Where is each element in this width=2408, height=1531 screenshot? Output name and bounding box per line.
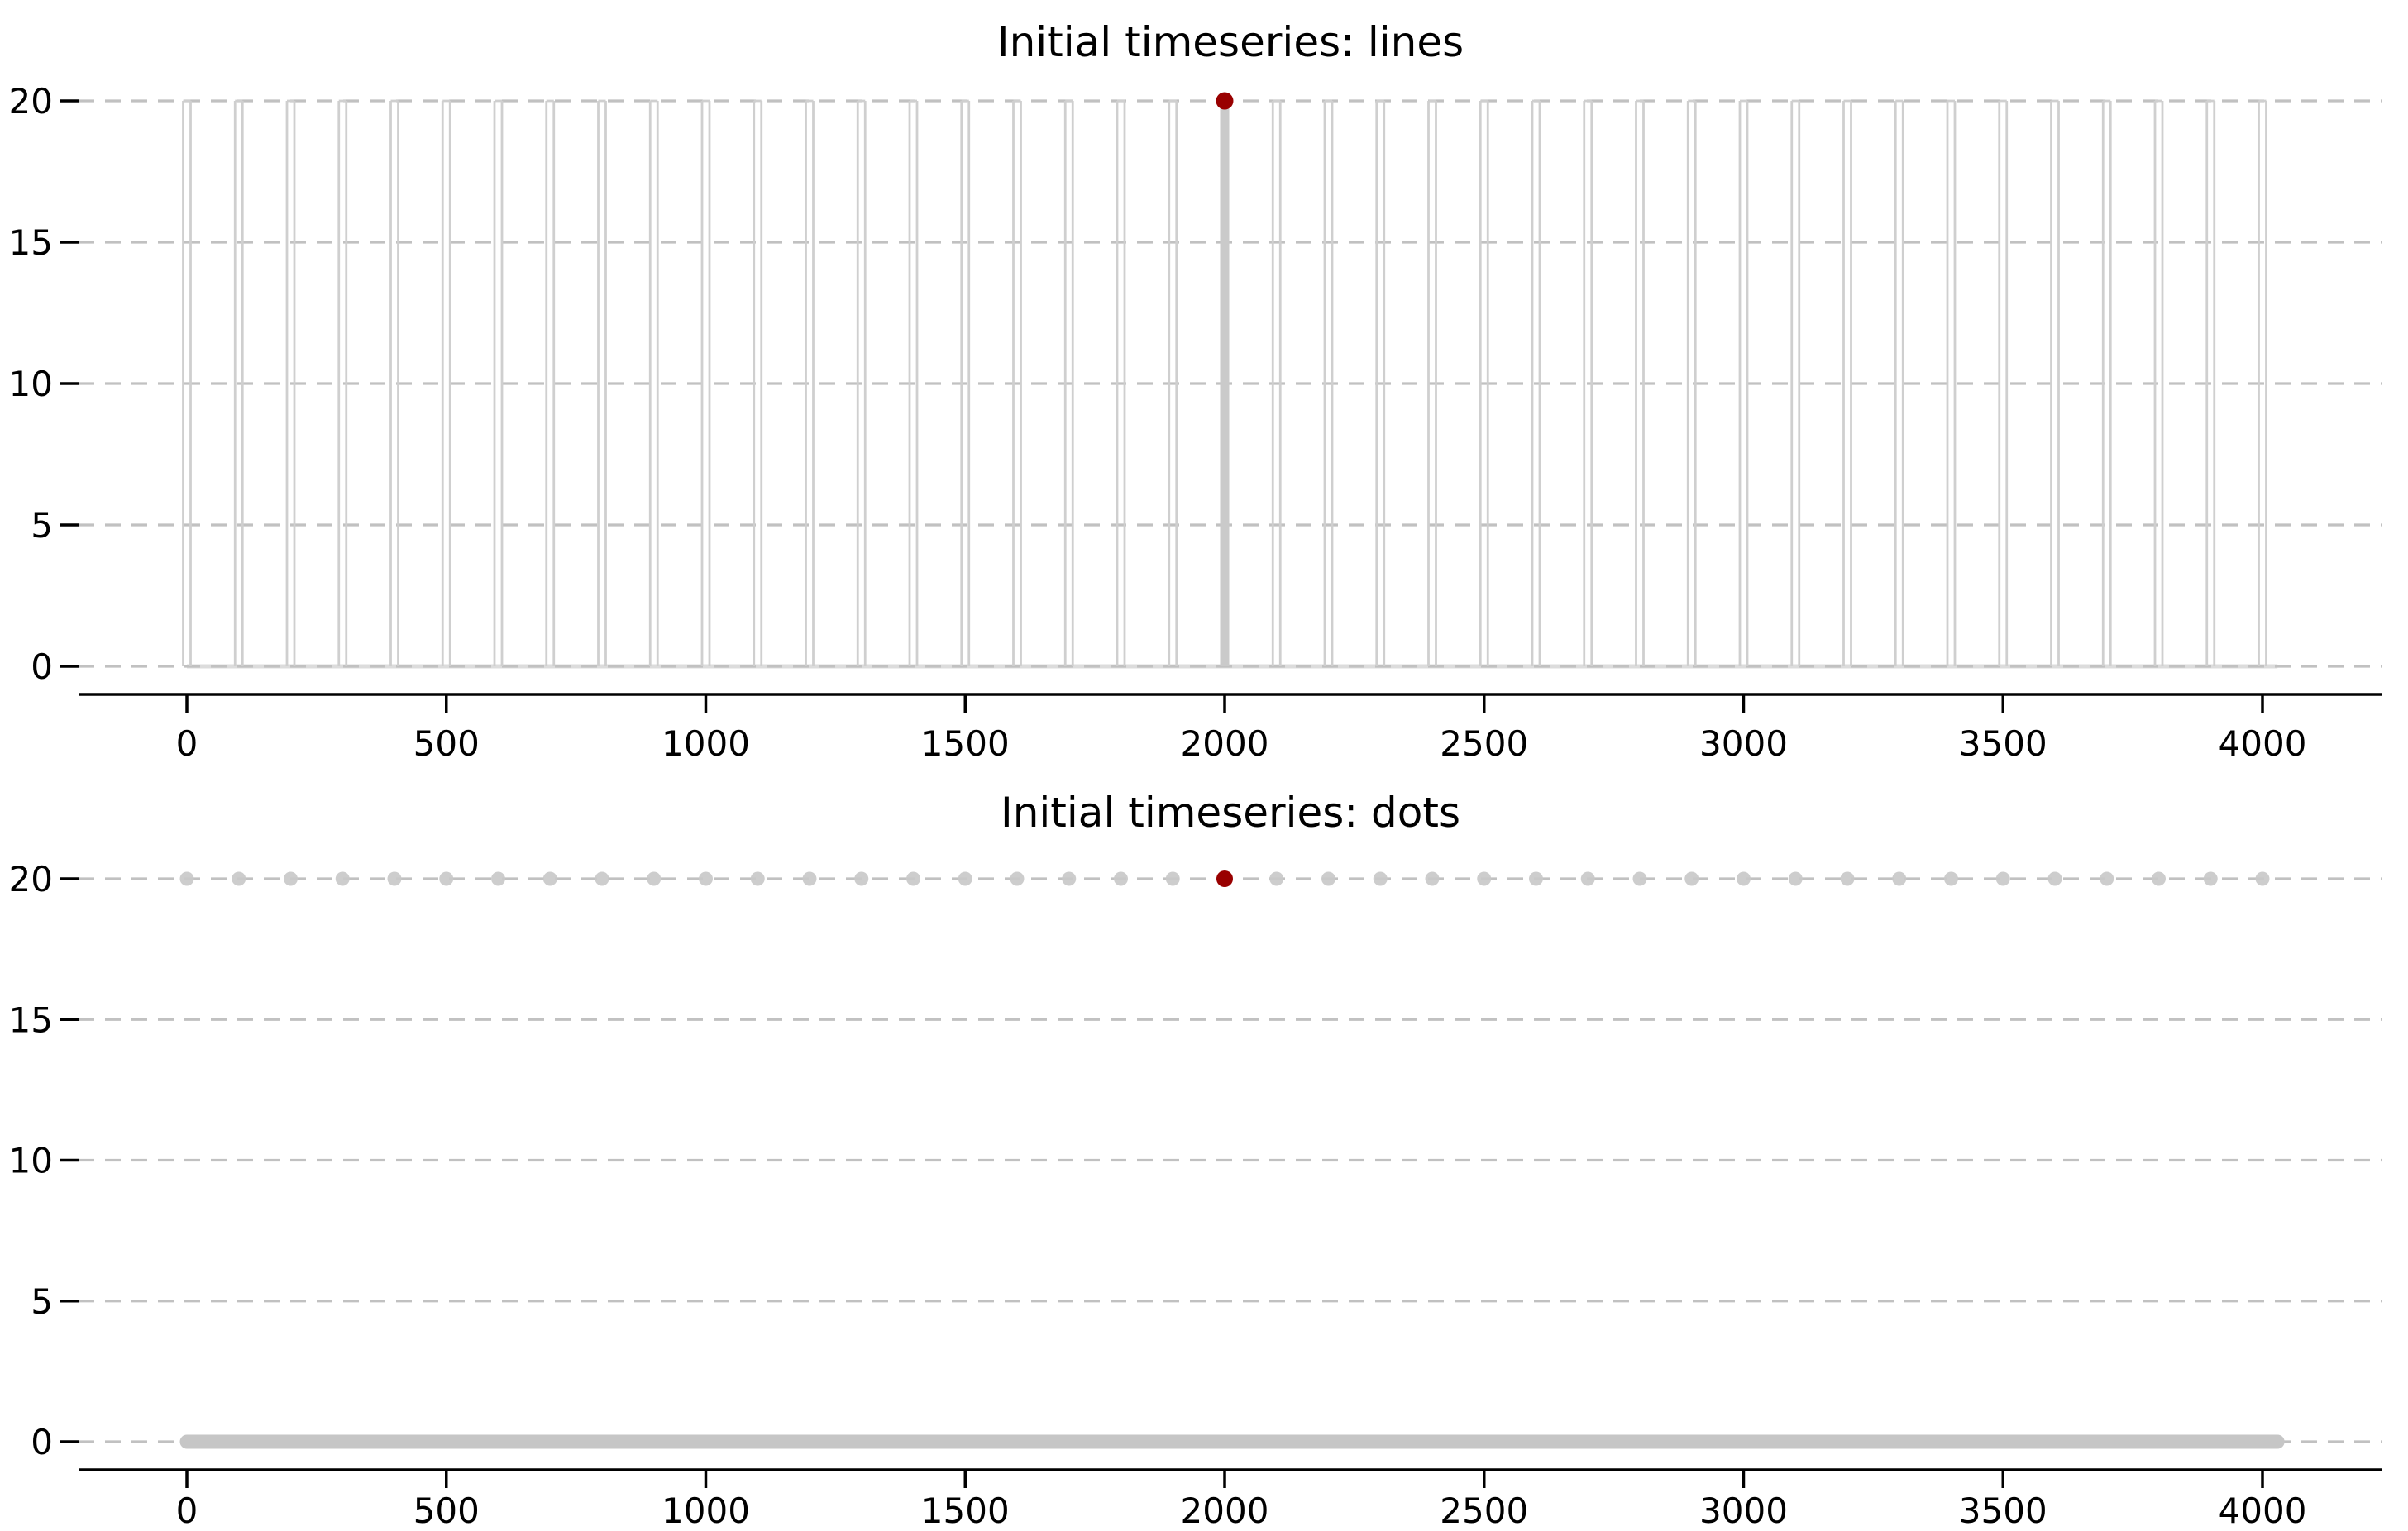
spike-dot xyxy=(958,871,972,886)
chart-dots: 0 5 10 15 20 0 500 1000 1500 2000 2500 3000 3500 4000… xyxy=(9,789,2382,1531)
spike-dot xyxy=(232,871,246,886)
spike-dot xyxy=(1737,871,1751,886)
x-tick-label: 1500 xyxy=(921,723,1010,764)
x-tick-label: 0 xyxy=(176,1490,198,1528)
spike-dot xyxy=(2152,871,2166,886)
spike-dot xyxy=(491,871,505,886)
x-tick-label: 1000 xyxy=(662,723,750,764)
spike-dot xyxy=(542,871,557,886)
x-tick-label: 3500 xyxy=(1959,723,2047,764)
spike-dot xyxy=(1632,871,1647,886)
y-tick-label: 20 xyxy=(9,859,53,899)
x-tick-label: 1000 xyxy=(662,1490,750,1528)
chart-lines: 0 5 10 15 20 0 500 1000 1500 2000 2500 3000 3500 4000… xyxy=(9,18,2382,764)
spike-dot xyxy=(1062,871,1077,886)
spike-dot xyxy=(1425,871,1440,886)
spike-dot xyxy=(2203,871,2218,886)
spike-dot xyxy=(750,871,765,886)
y-tick-label: 15 xyxy=(9,222,53,263)
spike-dot xyxy=(906,871,920,886)
highlighted-sample-marker xyxy=(1216,870,1233,887)
spike-dot xyxy=(1684,871,1699,886)
spike-dot xyxy=(179,871,194,886)
spike-dot xyxy=(387,871,402,886)
dots-gridlines xyxy=(79,877,2382,1443)
spike-dot xyxy=(1165,871,1180,886)
y-tick-label: 0 xyxy=(31,646,53,687)
y-tick-label: 10 xyxy=(9,1141,53,1181)
x-tick-label: 4000 xyxy=(2219,1490,2307,1528)
spike-dot xyxy=(1892,871,1907,886)
spike-dot xyxy=(2047,871,2062,886)
y-tick-label: 15 xyxy=(9,999,53,1040)
spike-dot xyxy=(1321,871,1335,886)
spike-dot xyxy=(699,871,713,886)
x-tick-label: 2000 xyxy=(1181,1490,1269,1528)
x-tick-label: 500 xyxy=(413,723,480,764)
x-tick-label: 1500 xyxy=(921,1490,1010,1528)
x-tick-label: 2500 xyxy=(1440,1490,1528,1528)
spike-dot xyxy=(1580,871,1595,886)
y-tick-label: 5 xyxy=(31,1281,53,1322)
spike-dot xyxy=(335,871,350,886)
spike-dot xyxy=(1477,871,1492,886)
lines-gridlines xyxy=(79,99,2382,669)
spike-dot xyxy=(647,871,662,886)
x-tick-label: 2500 xyxy=(1440,723,1528,764)
x-tick-label: 3500 xyxy=(1959,1490,2047,1528)
y-tick-label: 5 xyxy=(31,505,53,546)
dots-chart-title: Initial timeseries: dots xyxy=(1001,789,1460,837)
x-tick-label: 500 xyxy=(413,1490,480,1528)
spike-dot xyxy=(802,871,817,886)
spike-dot xyxy=(1788,871,1803,886)
x-tick-label: 0 xyxy=(176,723,198,764)
lines-chart-title: Initial timeseries: lines xyxy=(997,18,1464,66)
lines-axes: 0 5 10 15 20 0 500 1000 1500 2000 2500 3000 3500 4000 xyxy=(9,81,2382,764)
spike-dot xyxy=(1840,871,1855,886)
spike-dot xyxy=(1995,871,2010,886)
x-tick-label: 4000 xyxy=(2219,723,2307,764)
spike-dot xyxy=(1269,871,1284,886)
dots-series xyxy=(179,870,2285,1449)
spike-dot xyxy=(595,871,609,886)
baseline-dot-row xyxy=(179,1434,2285,1449)
x-tick-label: 3000 xyxy=(1699,1490,1788,1528)
spike-dot xyxy=(2255,871,2270,886)
spike-dot xyxy=(1529,871,1543,886)
y-tick-label: 10 xyxy=(9,364,53,404)
y-tick-label: 20 xyxy=(9,81,53,122)
spike-dot xyxy=(1114,871,1128,886)
highlighted-sample-marker xyxy=(1216,92,1234,110)
dots-axes: 0 5 10 15 20 0 500 1000 1500 2000 2500 3000 3500 4000 xyxy=(9,859,2382,1531)
spike-dot xyxy=(1373,871,1388,886)
spike-dot xyxy=(1010,871,1025,886)
y-tick-label: 0 xyxy=(31,1422,53,1462)
spike-dot xyxy=(2100,871,2114,886)
highlighted-spike-bar xyxy=(1220,101,1230,666)
lines-series xyxy=(182,92,2267,666)
spike-dot xyxy=(854,871,869,886)
spike-dot xyxy=(284,871,298,886)
x-tick-label: 2000 xyxy=(1181,723,1269,764)
spike-dot xyxy=(439,871,454,886)
x-tick-label: 3000 xyxy=(1699,723,1788,764)
spike-dot xyxy=(1944,871,1958,886)
